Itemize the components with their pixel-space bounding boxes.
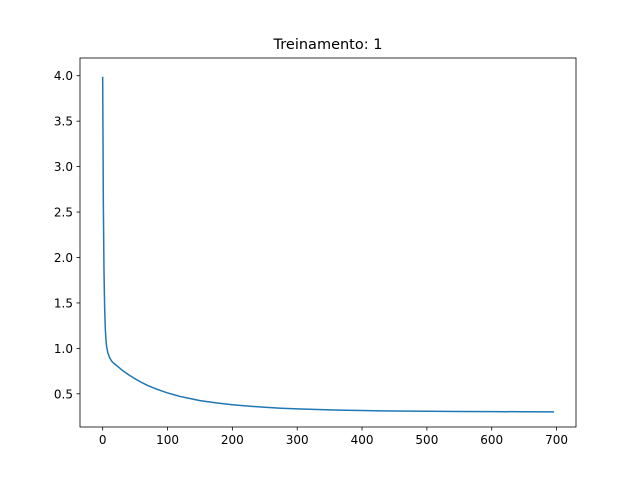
x-tick-label-7: 700: [545, 433, 568, 447]
series-line-0: [101, 76, 555, 413]
axes-layer: 0 100 200 300 400 500 600 700 0.5 1.0 1.5 2.0 2.5 3.0…: [54, 57, 577, 447]
y-tick-label-7: 4.0: [54, 69, 73, 83]
x-tick-label-3: 300: [286, 433, 309, 447]
y-tick-label-5: 3.0: [54, 160, 73, 174]
x-tick-label-6: 600: [480, 433, 503, 447]
y-tick-label-4: 2.5: [54, 206, 73, 220]
chart-title: Treinamento: 1: [273, 37, 383, 53]
x-tick-label-4: 400: [351, 433, 374, 447]
x-tick-label-5: 500: [415, 433, 438, 447]
y-tick-label-2: 1.5: [54, 296, 73, 310]
x-tick-label-1: 100: [156, 433, 179, 447]
y-tick-label-0: 0.5: [54, 387, 73, 401]
x-tick-label-0: 0: [99, 433, 107, 447]
x-tick-label-2: 200: [221, 433, 244, 447]
y-tick-label-3: 2.0: [54, 251, 73, 265]
y-tick-label-6: 3.5: [54, 115, 73, 129]
plot-layer: [101, 76, 555, 413]
y-tick-label-1: 1.0: [54, 342, 73, 356]
plot-frame: [79, 57, 577, 428]
